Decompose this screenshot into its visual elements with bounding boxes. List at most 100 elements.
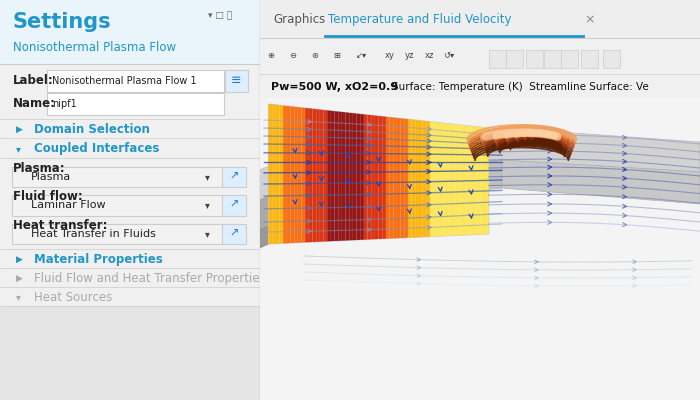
Polygon shape — [284, 106, 287, 243]
Polygon shape — [430, 122, 433, 237]
Polygon shape — [379, 116, 382, 239]
Polygon shape — [405, 119, 408, 238]
Text: ⊖: ⊖ — [289, 52, 296, 60]
FancyBboxPatch shape — [12, 224, 221, 244]
Text: ▾: ▾ — [205, 200, 210, 210]
Polygon shape — [327, 110, 331, 241]
Text: Graphics: Graphics — [273, 14, 326, 26]
Text: ↗: ↗ — [229, 229, 239, 239]
FancyBboxPatch shape — [260, 0, 700, 40]
Polygon shape — [400, 118, 405, 238]
Polygon shape — [371, 115, 375, 239]
Polygon shape — [426, 121, 430, 237]
Polygon shape — [452, 124, 456, 236]
Polygon shape — [382, 116, 386, 239]
Polygon shape — [346, 112, 349, 240]
Polygon shape — [485, 128, 489, 234]
Polygon shape — [338, 112, 342, 241]
Text: Heat Sources: Heat Sources — [34, 291, 112, 304]
Text: Name:: Name: — [13, 97, 56, 110]
Polygon shape — [467, 126, 470, 235]
Polygon shape — [419, 120, 423, 237]
Text: ↗: ↗ — [229, 200, 239, 210]
Text: ↺▾: ↺▾ — [443, 52, 455, 60]
Polygon shape — [323, 110, 327, 242]
Text: ×: × — [584, 14, 595, 26]
Polygon shape — [290, 106, 294, 243]
FancyBboxPatch shape — [561, 50, 578, 68]
Text: Pw=500 W, xO2=0.9: Pw=500 W, xO2=0.9 — [271, 82, 398, 92]
Polygon shape — [474, 126, 477, 235]
Text: ▾: ▾ — [205, 229, 210, 239]
Polygon shape — [349, 113, 353, 240]
FancyBboxPatch shape — [581, 50, 598, 68]
Polygon shape — [312, 160, 502, 208]
Text: ≡: ≡ — [231, 74, 241, 87]
Text: ▾: ▾ — [15, 293, 20, 302]
Polygon shape — [302, 108, 305, 242]
FancyBboxPatch shape — [48, 93, 224, 115]
FancyBboxPatch shape — [0, 306, 260, 400]
Polygon shape — [269, 104, 272, 244]
Text: ▶: ▶ — [15, 125, 22, 134]
Text: ▾: ▾ — [15, 144, 20, 154]
Polygon shape — [408, 119, 412, 238]
Text: Domain Selection: Domain Selection — [34, 123, 150, 136]
Polygon shape — [463, 125, 467, 235]
Polygon shape — [368, 115, 371, 240]
Text: Heat transfer:: Heat transfer: — [13, 219, 108, 232]
FancyBboxPatch shape — [526, 50, 543, 68]
Polygon shape — [305, 108, 309, 242]
Text: Material Properties: Material Properties — [34, 253, 162, 266]
Polygon shape — [415, 120, 419, 237]
Polygon shape — [331, 111, 335, 241]
Polygon shape — [287, 106, 290, 243]
Text: ⊞: ⊞ — [333, 52, 340, 60]
FancyBboxPatch shape — [222, 167, 246, 187]
Polygon shape — [342, 112, 346, 241]
Text: ▶: ▶ — [15, 255, 22, 264]
Polygon shape — [276, 105, 279, 244]
Text: Surface: Temperature (K)  Streamline Surface: Ve: Surface: Temperature (K) Streamline Surf… — [392, 82, 648, 92]
FancyBboxPatch shape — [0, 0, 260, 64]
Text: Coupled Interfaces: Coupled Interfaces — [34, 142, 159, 155]
Polygon shape — [272, 104, 276, 244]
Text: ⊕: ⊕ — [267, 52, 274, 60]
Polygon shape — [279, 105, 284, 244]
FancyBboxPatch shape — [222, 224, 246, 244]
Polygon shape — [502, 160, 700, 204]
Polygon shape — [456, 124, 459, 236]
FancyBboxPatch shape — [260, 98, 700, 400]
Polygon shape — [298, 107, 302, 243]
Text: Nonisothermal Plasma Flow 1: Nonisothermal Plasma Flow 1 — [52, 76, 197, 86]
Polygon shape — [356, 114, 360, 240]
Polygon shape — [375, 116, 379, 239]
Polygon shape — [441, 123, 444, 236]
Polygon shape — [360, 114, 364, 240]
Polygon shape — [386, 117, 390, 239]
Polygon shape — [260, 128, 700, 200]
Text: Fluid flow:: Fluid flow: — [13, 190, 83, 203]
Polygon shape — [269, 104, 489, 244]
Text: nipf1: nipf1 — [52, 99, 77, 109]
Polygon shape — [294, 107, 298, 243]
Polygon shape — [364, 114, 368, 240]
FancyBboxPatch shape — [506, 50, 524, 68]
Polygon shape — [470, 126, 474, 235]
FancyBboxPatch shape — [48, 70, 224, 92]
FancyBboxPatch shape — [603, 50, 620, 68]
Polygon shape — [390, 117, 393, 238]
Polygon shape — [438, 122, 441, 236]
Polygon shape — [412, 120, 415, 238]
FancyBboxPatch shape — [12, 195, 221, 216]
Text: xy: xy — [384, 52, 395, 60]
Text: ↙▾: ↙▾ — [356, 52, 367, 60]
Text: Nonisothermal Plasma Flow: Nonisothermal Plasma Flow — [13, 41, 176, 54]
Polygon shape — [444, 123, 448, 236]
Text: ▶: ▶ — [15, 274, 22, 283]
Polygon shape — [335, 111, 338, 241]
Polygon shape — [309, 108, 312, 242]
Polygon shape — [353, 113, 356, 240]
FancyBboxPatch shape — [260, 39, 700, 74]
Polygon shape — [316, 109, 320, 242]
